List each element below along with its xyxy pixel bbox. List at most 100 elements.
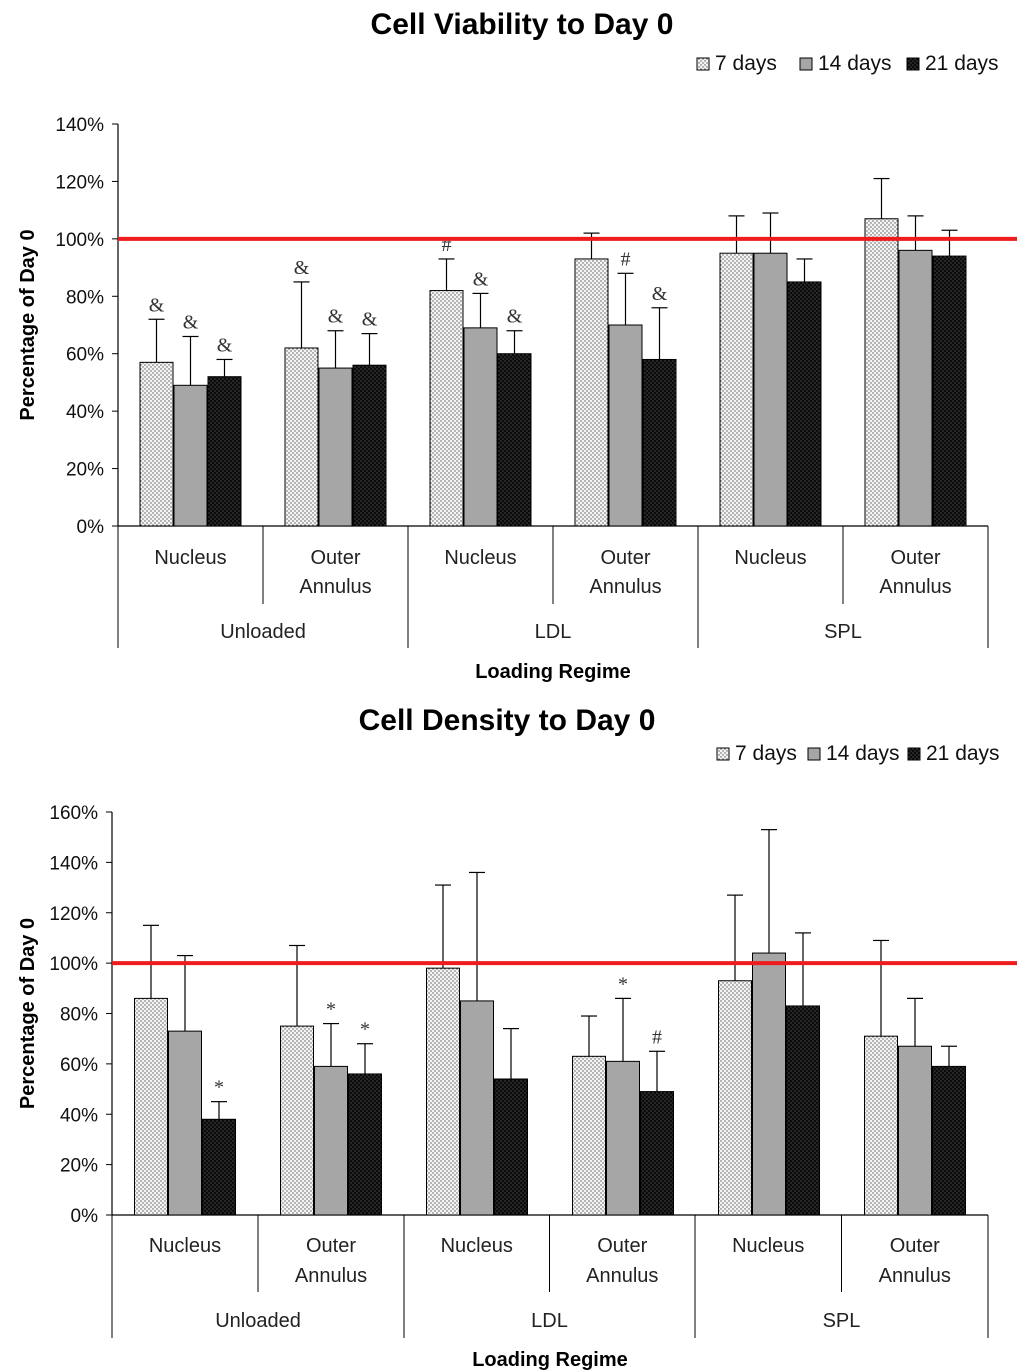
bar bbox=[348, 1073, 382, 1216]
bar bbox=[463, 327, 498, 527]
legend-label: 21 days bbox=[926, 742, 1000, 765]
group-label: Unloaded bbox=[220, 621, 306, 643]
bar bbox=[139, 361, 174, 527]
bar bbox=[786, 1005, 820, 1216]
bar bbox=[642, 358, 677, 527]
legend-swatch bbox=[799, 57, 813, 71]
bar bbox=[752, 952, 786, 1216]
bar bbox=[608, 324, 643, 527]
y-tick-label: 140% bbox=[55, 115, 104, 136]
legend-swatch bbox=[716, 747, 730, 761]
bar bbox=[574, 258, 609, 527]
category-label: Outer bbox=[306, 1235, 356, 1257]
legend-label: 21 days bbox=[925, 52, 999, 75]
y-tick-label: 40% bbox=[60, 1105, 98, 1126]
category-label: Nucleus bbox=[149, 1235, 221, 1257]
bar bbox=[352, 364, 387, 527]
significance-marker: & bbox=[217, 334, 233, 356]
density-chart: Cell Density to Day 0 7 days 14 days 21 day… bbox=[17, 704, 1017, 1371]
category-label: Annulus bbox=[586, 1265, 658, 1287]
category-label: Outer bbox=[310, 547, 360, 569]
bar bbox=[173, 384, 208, 527]
category-label: Nucleus bbox=[441, 1235, 513, 1257]
bar bbox=[864, 1035, 898, 1216]
y-tick-label: 80% bbox=[60, 1005, 98, 1026]
category-label: Nucleus bbox=[444, 547, 516, 569]
y-axis-label: Percentage of Day 0 bbox=[17, 918, 39, 1109]
y-tick-label: 20% bbox=[60, 1156, 98, 1177]
bar bbox=[497, 353, 532, 527]
bar bbox=[898, 1045, 932, 1216]
bar bbox=[168, 1030, 202, 1216]
category-label: Annulus bbox=[879, 1265, 951, 1287]
y-tick-label: 120% bbox=[55, 172, 104, 193]
x-axis-label: Loading Regime bbox=[472, 1349, 628, 1371]
group-label: LDL bbox=[535, 621, 572, 643]
category-label: Outer bbox=[600, 547, 650, 569]
bar bbox=[494, 1078, 528, 1216]
y-axis-label: Percentage of Day 0 bbox=[17, 229, 39, 420]
category-label: Annulus bbox=[589, 576, 661, 598]
viability-chart: Cell Viability to Day 0 7 days 14 days 21 d… bbox=[17, 8, 1017, 683]
significance-marker: # bbox=[652, 1026, 662, 1048]
y-tick-label: 140% bbox=[49, 853, 98, 874]
legend-label: 14 days bbox=[826, 742, 900, 765]
significance-marker: * bbox=[618, 973, 628, 995]
significance-marker: & bbox=[473, 268, 489, 290]
bar bbox=[719, 252, 754, 527]
bar bbox=[718, 980, 752, 1216]
bar bbox=[284, 347, 319, 527]
significance-marker: & bbox=[652, 283, 668, 305]
y-tick-label: 0% bbox=[71, 1206, 99, 1227]
bar bbox=[864, 218, 899, 527]
significance-marker: & bbox=[149, 294, 165, 316]
chart-title: Cell Density to Day 0 bbox=[359, 704, 656, 737]
category-label: Nucleus bbox=[734, 547, 806, 569]
bar bbox=[572, 1055, 606, 1216]
group-label: SPL bbox=[824, 621, 862, 643]
y-tick-label: 100% bbox=[55, 230, 104, 251]
bar bbox=[426, 967, 460, 1216]
significance-marker: * bbox=[326, 999, 336, 1021]
significance-marker: # bbox=[621, 248, 631, 270]
category-label: Nucleus bbox=[154, 547, 226, 569]
legend-label: 14 days bbox=[818, 52, 892, 75]
bar bbox=[932, 1065, 966, 1216]
significance-marker: & bbox=[507, 306, 523, 328]
y-tick-label: 160% bbox=[49, 803, 98, 824]
category-label: Annulus bbox=[879, 576, 951, 598]
category-label: Nucleus bbox=[732, 1235, 804, 1257]
bar bbox=[429, 290, 464, 527]
bar bbox=[606, 1060, 640, 1216]
significance-marker: * bbox=[214, 1077, 224, 1099]
group-label: LDL bbox=[531, 1310, 568, 1332]
bar bbox=[207, 376, 242, 527]
bar bbox=[787, 281, 822, 527]
legend-swatch bbox=[807, 747, 821, 761]
bar bbox=[314, 1065, 348, 1216]
bar bbox=[134, 997, 168, 1216]
legend-label: 7 days bbox=[735, 742, 797, 765]
bar bbox=[640, 1091, 674, 1216]
category-label: Annulus bbox=[295, 1265, 367, 1287]
category-label: Outer bbox=[890, 547, 940, 569]
significance-marker: # bbox=[442, 234, 452, 256]
group-label: SPL bbox=[823, 1310, 861, 1332]
significance-marker: & bbox=[294, 257, 310, 279]
chart-title: Cell Viability to Day 0 bbox=[371, 8, 674, 41]
significance-marker: & bbox=[328, 306, 344, 328]
bar bbox=[932, 255, 967, 527]
group-label: Unloaded bbox=[215, 1310, 301, 1332]
y-tick-label: 60% bbox=[66, 345, 104, 366]
x-axis-label: Loading Regime bbox=[475, 661, 631, 683]
y-tick-label: 20% bbox=[66, 460, 104, 481]
category-label: Annulus bbox=[299, 576, 371, 598]
y-tick-label: 40% bbox=[66, 402, 104, 423]
legend-swatch bbox=[906, 57, 920, 71]
category-label: Outer bbox=[597, 1235, 647, 1257]
significance-marker: & bbox=[362, 309, 378, 331]
significance-marker: & bbox=[183, 311, 199, 333]
y-tick-label: 120% bbox=[49, 904, 98, 925]
significance-marker: * bbox=[360, 1019, 370, 1041]
legend-label: 7 days bbox=[715, 52, 777, 75]
